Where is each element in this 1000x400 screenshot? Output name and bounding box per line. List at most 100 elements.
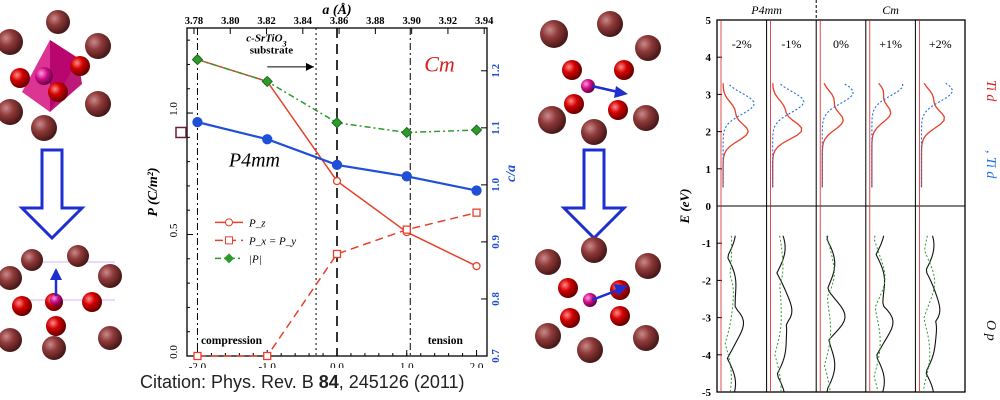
dos-chart: -5 -4 -3 -2 -1 0 1 2 3 4 5 E (eV) P4mm Cm -2% -1% 0% +1% +… — [677, 0, 998, 399]
citation-suffix: , 245126 (2011) — [338, 372, 465, 392]
data-point — [472, 261, 481, 271]
axis-marker-square — [175, 126, 187, 139]
data-point — [193, 351, 202, 361]
dos-y-tick-label: 3 — [706, 89, 712, 101]
annotation-phase-cm: Cm — [424, 52, 455, 77]
dos-y-tick-label: -5 — [702, 387, 712, 399]
dos-curve-tixy — [871, 82, 892, 188]
x-tick-label: 0.0 — [330, 361, 344, 368]
dos-curve-op-dotted — [824, 235, 835, 393]
dos-curve-tiyz — [871, 83, 904, 188]
y2-tick-label: 1.0 — [490, 177, 502, 191]
dos-curve-op — [826, 235, 846, 393]
structure-cubic — [0, 10, 111, 141]
legend-label: |P| — [249, 253, 262, 265]
citation-volume: 84 — [318, 372, 339, 392]
dos-curve-tiyz — [722, 82, 755, 188]
arrow-down-icon — [560, 148, 628, 241]
panel-label: +1% — [879, 37, 902, 51]
x-tick-label: -1.0 — [259, 361, 277, 368]
dos-y-tick-label: 1 — [706, 164, 712, 176]
y2-tick-label: 0.9 — [490, 235, 502, 249]
annotation-phase-p4mm: P4mm — [228, 149, 280, 171]
top-tick-label: 3.88 — [366, 16, 384, 27]
top-tick-label: 3.90 — [402, 16, 420, 27]
top-tick-label: 3.92 — [439, 16, 457, 27]
y2-tick-label: 1.1 — [490, 121, 502, 135]
dos-y-tick-label: -4 — [702, 350, 712, 362]
dos-curve-tiyz — [920, 82, 954, 188]
data-point — [472, 208, 481, 217]
y-tick-label: 1.0 — [168, 102, 180, 116]
dos-curve-op — [925, 235, 941, 393]
legend-marker — [225, 236, 233, 245]
top-tick-label: 3.80 — [221, 16, 239, 27]
top-tick-label: 3.84 — [294, 16, 313, 27]
dos-curve-op — [726, 235, 745, 393]
group-label-p4mm: P4mm — [750, 3, 782, 17]
dos-y-tick-label: -3 — [702, 313, 712, 325]
x-tick-label: -2.0 — [189, 361, 207, 368]
data-point — [192, 116, 203, 128]
data-point — [263, 351, 272, 361]
structure-left-column — [0, 10, 122, 360]
series-line-p-x-p-y — [197, 211, 477, 357]
top-tick-label: 3.86 — [330, 16, 348, 27]
data-point — [262, 134, 273, 145]
data-point — [261, 75, 273, 88]
structure-p4mm — [0, 245, 122, 360]
legend-label: P_z — [248, 217, 266, 229]
data-point — [401, 126, 413, 139]
top-axis-label: a (Å) — [322, 2, 351, 18]
data-point — [401, 171, 412, 182]
dos-y-tick-label: -1 — [702, 238, 711, 250]
structure-right-column — [535, 11, 661, 363]
data-point — [332, 176, 342, 186]
data-point — [331, 159, 343, 171]
dos-y-tick-label: 2 — [706, 127, 712, 139]
panel-label: 0% — [833, 37, 849, 51]
dos-curve-op — [875, 235, 894, 393]
dos-y-tick-label: -2 — [702, 275, 712, 287]
arrow-down-icon — [18, 148, 86, 241]
dos-curve-op-dotted — [724, 235, 734, 393]
panel-label: +2% — [929, 37, 952, 51]
y2-tick-label: 0.8 — [490, 292, 502, 306]
y2-tick-label: 0.7 — [490, 349, 502, 363]
data-point — [191, 53, 204, 66]
substrate-arrowhead — [305, 62, 314, 71]
data-point — [331, 117, 343, 129]
dos-curve-tixy — [821, 82, 844, 188]
y2-tick-label: 1.2 — [490, 63, 502, 77]
y-tick-label: 0.5 — [168, 223, 180, 237]
citation: Citation: Phys. Rev. B 84, 245126 (2011) — [140, 372, 465, 393]
data-point — [470, 124, 483, 136]
right-label-mid: , Ti d — [983, 150, 998, 179]
panel-label: -1% — [781, 37, 801, 51]
annotation-substrate-line2: substrate — [250, 45, 294, 57]
dos-y-axis-label: E (eV) — [677, 188, 692, 224]
annotation-tension: tension — [428, 335, 464, 347]
y-axis-label: P (C/m²) — [146, 167, 161, 216]
dos-curve-tiyz — [772, 82, 805, 188]
annotation-substrate: c-SrTiO3 — [246, 32, 286, 48]
top-tick-label: 3.82 — [257, 16, 275, 27]
data-point — [332, 249, 342, 259]
dos-y-tick-label: 0 — [706, 201, 712, 213]
dos-curve-op-dotted — [873, 235, 886, 393]
dos-curve-tixy — [920, 82, 945, 188]
legend-marker — [225, 218, 233, 227]
dos-curve-tixy — [722, 83, 749, 188]
dos-curve-op — [776, 235, 793, 393]
citation-prefix: Citation: Phys. Rev. B — [140, 372, 319, 392]
legend-marker — [224, 253, 234, 264]
dos-curve-tiyz — [821, 82, 854, 188]
right-label-bottom: O p — [983, 320, 998, 341]
top-tick-label: 3.78 — [185, 16, 203, 27]
data-point — [471, 185, 482, 196]
annotation-substrate-sub: 3 — [282, 39, 287, 48]
right-label-top: Ti d — [983, 80, 998, 102]
dos-curve-op-dotted — [923, 235, 936, 393]
x-tick-label: 1.0 — [400, 361, 414, 368]
panel-label: -2% — [732, 37, 752, 51]
